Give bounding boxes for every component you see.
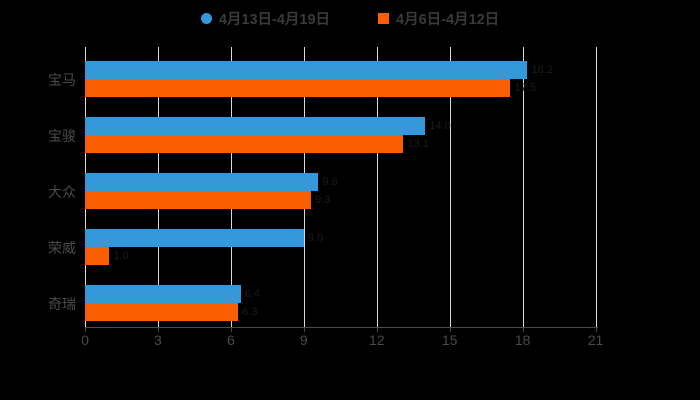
bar-value-label: 17.5 (514, 82, 536, 94)
plot-area: 18.2 17.5 14.0 13.1 9.6 9.3 9.0 1.0 6.4 6.3 (85, 47, 598, 327)
x-axis-tick-mark (157, 327, 159, 332)
gridline (595, 47, 597, 327)
bar-blue[interactable] (85, 173, 319, 191)
bar-blue[interactable] (85, 61, 528, 79)
square-marker-icon (378, 12, 390, 24)
bar-blue[interactable] (85, 229, 304, 247)
x-axis-tick-mark (376, 327, 378, 332)
bar-value-label: 9.3 (315, 194, 331, 206)
bar-orange[interactable] (85, 79, 511, 97)
gridline (522, 47, 524, 327)
bar-orange[interactable] (85, 191, 312, 209)
x-axis-tick-mark (85, 327, 86, 332)
y-axis-tick-label: 荣威 (48, 240, 76, 256)
x-axis-tick-mark (449, 327, 451, 332)
bar-orange[interactable] (85, 135, 404, 153)
x-axis-tick-label: 3 (154, 332, 162, 348)
gridline (376, 47, 378, 327)
bar-blue[interactable] (85, 285, 241, 303)
x-axis-tick-label: 12 (368, 332, 385, 348)
x-axis-tick-label: 0 (81, 332, 89, 348)
legend-entry[interactable]: 4月6日-4月12日 (378, 8, 499, 29)
x-axis-tick-mark (230, 327, 232, 332)
bar-blue[interactable] (85, 117, 426, 135)
y-axis-tick-label: 宝马 (48, 72, 76, 88)
gridline (449, 47, 451, 327)
legend-label: 4月13日-4月19日 (218, 11, 331, 28)
x-axis-tick-label: 18 (514, 332, 531, 348)
x-axis-tick-label: 15 (441, 332, 458, 348)
bar-value-label: 9.6 (322, 176, 338, 188)
chart-legend: 4月13日-4月19日 4月6日-4月12日 (0, 4, 700, 32)
legend-label: 4月6日-4月12日 (396, 11, 500, 28)
bar-value-label: 14.0 (429, 120, 451, 132)
x-axis-tick-mark (303, 327, 305, 332)
bar-orange[interactable] (85, 247, 110, 265)
y-axis-tick-label: 宝骏 (48, 128, 76, 144)
y-axis-tick-label: 奇瑞 (48, 296, 76, 312)
bar-value-label: 9.0 (307, 232, 324, 244)
x-axis-tick-label: 21 (587, 332, 604, 348)
x-axis-tick-mark (522, 327, 524, 332)
x-axis-tick-mark (595, 327, 597, 332)
circle-marker-icon (200, 12, 212, 24)
y-axis-tick-label: 大众 (48, 184, 76, 200)
bar-value-label: 13.1 (407, 138, 429, 150)
bar-value-label: 6.3 (242, 306, 258, 318)
x-axis-line (85, 327, 598, 328)
legend-entry[interactable]: 4月13日-4月19日 (200, 8, 331, 29)
x-axis-tick-label: 9 (299, 332, 308, 348)
x-axis-tick-label: 6 (226, 332, 235, 348)
bar-value-label: 18.2 (531, 64, 553, 76)
y-axis-labels: 宝马宝骏大众荣威奇瑞 (0, 47, 76, 327)
bar-value-label: 1.0 (113, 250, 129, 262)
bar-orange[interactable] (85, 303, 239, 321)
bar-value-label: 6.4 (244, 288, 260, 300)
